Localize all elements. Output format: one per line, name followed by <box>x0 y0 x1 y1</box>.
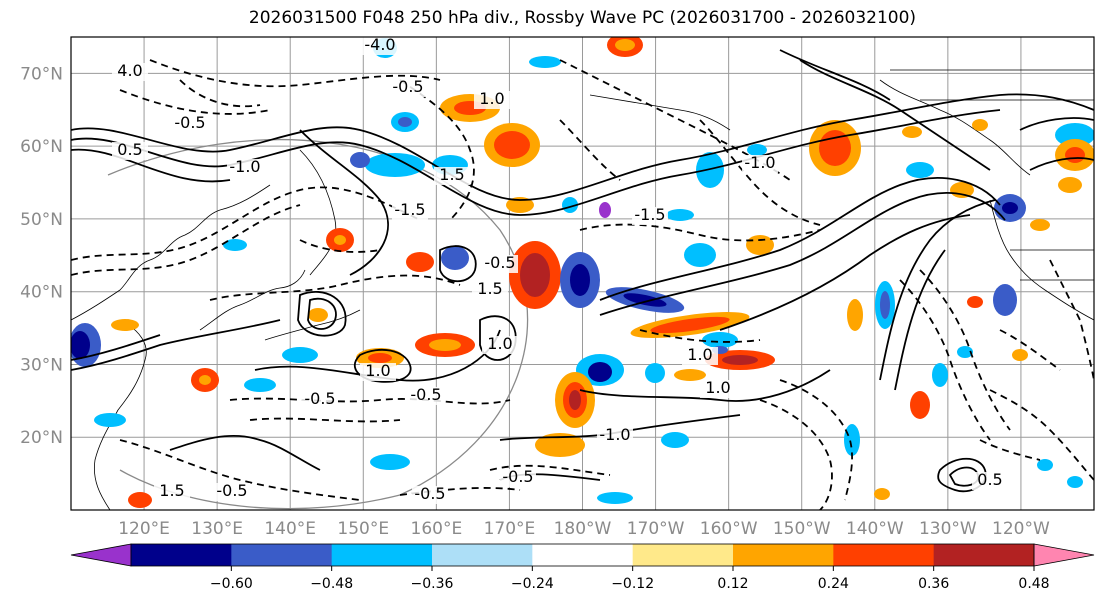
contour-label: 0.5 <box>117 140 142 159</box>
contour-label: 1.0 <box>479 89 504 108</box>
colorbar-tick-label: 0.36 <box>918 576 949 592</box>
colorbar-tick-label: 0.24 <box>818 576 849 592</box>
longitude-tick-label: 140°W <box>846 519 904 539</box>
colorbar-extend-low <box>71 544 131 566</box>
longitude-tick-label: 130°E <box>191 519 243 539</box>
latitude-tick-label: 30°N <box>20 355 63 375</box>
colorbar-bin <box>231 544 332 566</box>
longitude-tick-label: 170°E <box>484 519 536 539</box>
contour-label: 1.0 <box>705 378 730 397</box>
colorbar-tick-label: −0.24 <box>511 576 554 592</box>
contour-label: 0.5 <box>977 470 1002 489</box>
longitude-tick-label: 120°W <box>992 519 1050 539</box>
colorbar-tick-label: −0.12 <box>611 576 654 592</box>
latitude-axis: 70°N 60°N 50°N 40°N 30°N 20°N <box>20 64 63 448</box>
contour-label: -0.5 <box>502 467 533 486</box>
longitude-tick-label: 150°W <box>773 519 831 539</box>
contour-label: -1.0 <box>744 153 775 172</box>
contour-label: -4.0 <box>364 35 395 54</box>
longitude-tick-label: 170°W <box>627 519 685 539</box>
longitude-tick-label: 130°W <box>919 519 977 539</box>
colorbar-bin <box>733 544 834 566</box>
contour-label: -0.5 <box>304 389 335 408</box>
colorbar-bin <box>833 544 934 566</box>
longitude-axis: 120°E 130°E 140°E 150°E 160°E 170°E 180°W 170°W… <box>118 519 1050 539</box>
latitude-tick-label: 40°N <box>20 283 63 303</box>
colorbar: −0.60 −0.48 −0.36 −0.24 −0.12 0.12 0.24 0.36 0.4… <box>71 544 1105 592</box>
contour-label: -0.5 <box>392 77 423 96</box>
contour-label: -0.5 <box>216 481 247 500</box>
colorbar-bin <box>131 544 232 566</box>
longitude-tick-label: 120°E <box>118 519 170 539</box>
latitude-tick-label: 50°N <box>20 210 63 230</box>
contour-label: -0.5 <box>484 253 515 272</box>
contour-label: 1.0 <box>365 361 390 380</box>
contour-label: -1.0 <box>599 425 630 444</box>
longitude-tick-label: 180°W <box>554 519 612 539</box>
colorbar-tick-label: 0.48 <box>1018 576 1049 592</box>
contour-label: 1.0 <box>487 334 512 353</box>
longitude-tick-label: 150°E <box>337 519 389 539</box>
colorbar-bin <box>332 544 433 566</box>
longitude-tick-label: 140°E <box>264 519 316 539</box>
contour-label: -1.5 <box>394 200 425 219</box>
contour-label: 1.0 <box>687 345 712 364</box>
colorbar-extend-high <box>1034 544 1094 566</box>
colorbar-tick-label: 0.12 <box>717 576 748 592</box>
contour-label: -0.5 <box>410 385 441 404</box>
contour-label: 1.5 <box>439 165 464 184</box>
colorbar-bin <box>633 544 734 566</box>
colorbar-tick-label: −0.36 <box>411 576 454 592</box>
colorbar-bin <box>432 544 533 566</box>
contour-label: 4.0 <box>117 61 142 80</box>
colorbar-bin <box>934 544 1035 566</box>
longitude-tick-label: 160°W <box>700 519 758 539</box>
contour-label: -0.5 <box>174 113 205 132</box>
contour-label: 1.5 <box>477 279 502 298</box>
latitude-tick-label: 60°N <box>20 137 63 157</box>
contour-label: -1.0 <box>229 157 260 176</box>
latitude-tick-label: 20°N <box>20 428 63 448</box>
latitude-tick-label: 70°N <box>20 64 63 84</box>
contour-label: -0.5 <box>414 484 445 503</box>
colorbar-tick-label: −0.60 <box>210 576 253 592</box>
colorbar-tick-label: −0.48 <box>310 576 353 592</box>
longitude-tick-label: 160°E <box>411 519 463 539</box>
contour-label: -1.5 <box>634 205 665 224</box>
colorbar-bin <box>532 544 633 566</box>
contour-label: 1.5 <box>159 481 184 500</box>
